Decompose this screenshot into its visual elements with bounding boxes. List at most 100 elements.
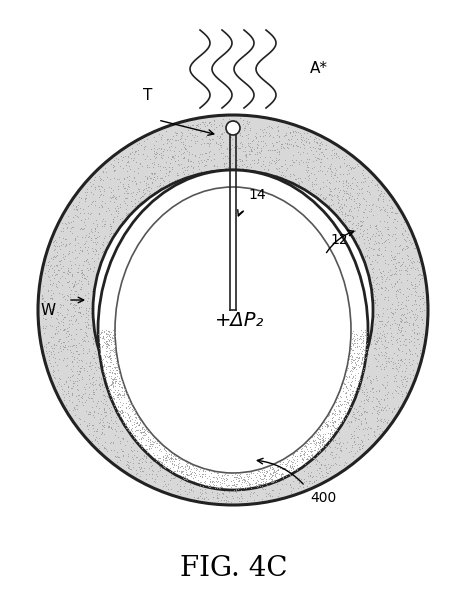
Point — [351, 358, 359, 368]
Point — [371, 338, 378, 348]
Point — [316, 444, 323, 454]
Point — [291, 459, 299, 469]
Point — [283, 459, 291, 468]
Point — [373, 294, 381, 303]
Point — [287, 128, 294, 137]
Point — [138, 443, 146, 453]
Point — [382, 319, 389, 329]
Point — [234, 476, 242, 486]
Point — [118, 383, 126, 392]
Point — [122, 419, 130, 428]
Point — [330, 421, 337, 431]
Point — [360, 238, 368, 248]
Point — [267, 152, 274, 162]
Point — [70, 403, 78, 413]
Point — [373, 344, 380, 354]
Point — [283, 165, 290, 175]
Point — [374, 313, 381, 322]
Point — [319, 430, 327, 440]
Point — [311, 440, 319, 449]
Point — [133, 426, 140, 436]
Point — [110, 192, 117, 202]
Point — [235, 143, 242, 153]
Point — [169, 151, 176, 161]
Point — [346, 417, 353, 427]
Point — [313, 471, 320, 481]
Point — [44, 260, 51, 270]
Point — [133, 468, 141, 478]
Point — [59, 239, 67, 249]
Point — [156, 129, 163, 139]
Point — [242, 460, 249, 470]
Point — [324, 428, 332, 438]
Point — [110, 375, 117, 385]
Point — [268, 477, 275, 487]
Point — [206, 476, 214, 485]
Point — [66, 289, 74, 299]
Point — [85, 208, 92, 218]
Point — [392, 278, 399, 288]
Point — [359, 352, 366, 362]
Point — [71, 300, 78, 310]
Point — [162, 455, 169, 465]
Point — [388, 207, 396, 217]
Point — [159, 130, 166, 140]
Point — [218, 474, 226, 484]
Point — [392, 364, 400, 373]
Point — [167, 134, 174, 144]
Point — [171, 452, 179, 462]
Point — [74, 263, 82, 273]
Point — [110, 347, 117, 357]
Point — [330, 427, 338, 436]
Point — [69, 281, 77, 291]
Point — [353, 352, 361, 362]
Point — [349, 364, 357, 374]
Point — [245, 141, 253, 151]
Point — [165, 162, 173, 172]
Point — [69, 381, 77, 390]
Point — [348, 164, 355, 173]
Point — [341, 209, 349, 219]
Point — [45, 338, 52, 348]
Point — [318, 438, 326, 447]
Point — [204, 495, 212, 504]
Point — [302, 441, 309, 451]
Point — [319, 433, 327, 443]
Point — [351, 334, 359, 344]
Point — [352, 233, 360, 243]
Point — [89, 218, 96, 228]
Point — [368, 340, 375, 349]
Point — [371, 283, 378, 293]
Point — [111, 352, 119, 362]
Point — [104, 361, 112, 371]
Point — [198, 459, 205, 469]
Point — [408, 280, 416, 289]
Point — [119, 213, 126, 223]
Point — [169, 151, 177, 161]
Point — [269, 132, 277, 142]
Point — [149, 449, 156, 459]
Point — [291, 130, 299, 140]
Point — [403, 292, 410, 302]
Point — [343, 365, 351, 375]
Point — [330, 413, 337, 422]
Point — [167, 454, 175, 464]
Point — [159, 173, 166, 183]
Point — [107, 423, 114, 433]
Point — [116, 406, 124, 416]
Point — [146, 419, 154, 429]
Point — [178, 133, 185, 143]
Point — [83, 272, 90, 281]
Point — [261, 444, 269, 454]
Point — [311, 443, 318, 453]
Point — [194, 121, 201, 131]
Point — [351, 433, 358, 443]
Point — [348, 183, 355, 192]
Point — [187, 459, 194, 469]
Point — [106, 384, 113, 394]
Point — [52, 279, 60, 289]
Point — [210, 116, 218, 126]
Point — [366, 375, 374, 384]
Point — [177, 144, 185, 154]
Point — [70, 204, 78, 213]
